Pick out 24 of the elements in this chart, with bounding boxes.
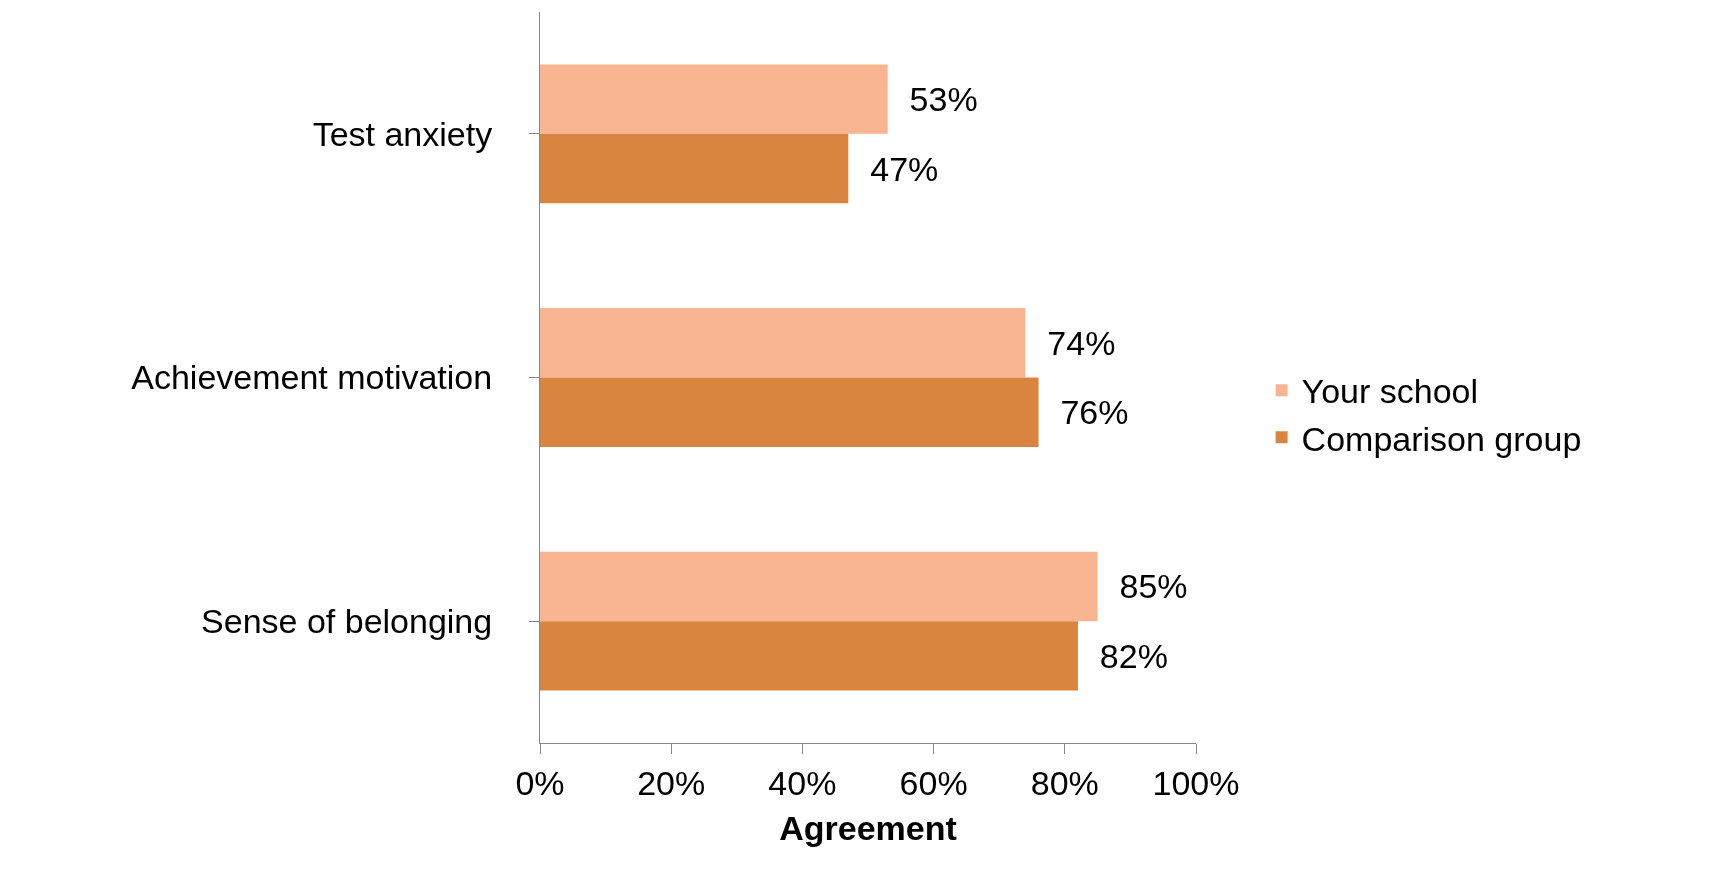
bar bbox=[540, 621, 1078, 691]
legend-label: Comparison group bbox=[1301, 419, 1582, 458]
legend-label: Your school bbox=[1301, 372, 1479, 411]
x-tick-label: 20% bbox=[637, 763, 706, 802]
x-axis-title: Agreement bbox=[779, 809, 957, 848]
bar bbox=[540, 133, 849, 204]
x-tick-label: 80% bbox=[1030, 763, 1099, 802]
x-tick-label: 0% bbox=[515, 763, 565, 802]
data-label: 82% bbox=[1080, 636, 1168, 675]
data-label: 85% bbox=[1100, 567, 1188, 606]
bar bbox=[540, 551, 1098, 622]
bar bbox=[540, 308, 1026, 378]
y-tick-label: Sense of belonging bbox=[201, 602, 493, 641]
x-tick-label: 40% bbox=[768, 763, 837, 802]
data-label: 76% bbox=[1041, 393, 1129, 432]
bar bbox=[540, 64, 888, 134]
bar bbox=[540, 377, 1039, 447]
data-label: 47% bbox=[851, 149, 939, 188]
data-label: 53% bbox=[890, 80, 978, 119]
x-tick-label: 60% bbox=[899, 763, 968, 802]
y-tick-label: Achievement motivation bbox=[131, 358, 493, 397]
data-label: 74% bbox=[1028, 323, 1116, 362]
x-tick-label: 100% bbox=[1152, 763, 1240, 802]
y-tick-label: Test anxiety bbox=[312, 114, 493, 153]
